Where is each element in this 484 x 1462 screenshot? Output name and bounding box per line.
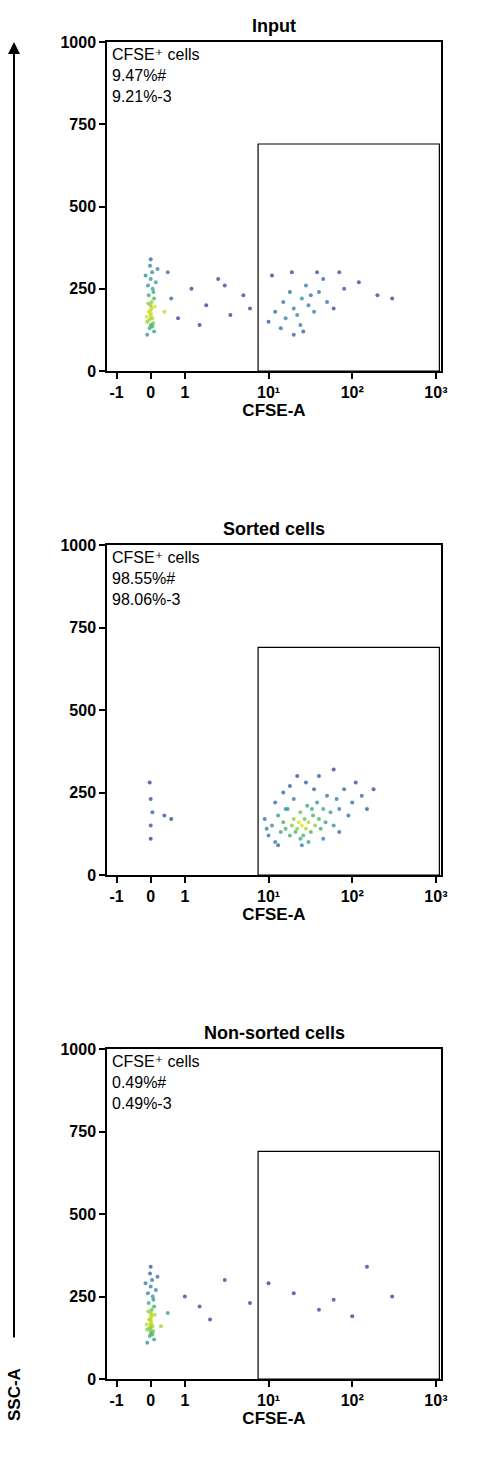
- svg-text:0: 0: [87, 1371, 96, 1388]
- svg-text:0: 0: [87, 867, 96, 884]
- svg-text:1: 1: [180, 1392, 189, 1409]
- svg-text:CFSE⁺ cells9.47%#9.21%-3: CFSE⁺ cells9.47%#9.21%-3: [112, 46, 200, 105]
- svg-text:-1: -1: [109, 384, 123, 401]
- svg-text:1000: 1000: [60, 34, 96, 51]
- svg-text:-1: -1: [109, 888, 123, 905]
- svg-text:10²: 10²: [341, 888, 364, 905]
- svg-text:Input: Input: [252, 16, 296, 36]
- svg-text:750: 750: [69, 1123, 96, 1140]
- svg-text:SSC-A: SSC-A: [5, 1368, 24, 1421]
- svg-text:500: 500: [69, 198, 96, 215]
- svg-text:10²: 10²: [341, 1392, 364, 1409]
- svg-text:0: 0: [87, 363, 96, 380]
- svg-text:Non-sorted cells: Non-sorted cells: [204, 1023, 345, 1043]
- svg-text:CFSE⁺ cells98.55%#98.06%-3: CFSE⁺ cells98.55%#98.06%-3: [112, 549, 200, 608]
- svg-text:0: 0: [146, 888, 155, 905]
- svg-text:1000: 1000: [60, 537, 96, 554]
- svg-text:0: 0: [146, 1392, 155, 1409]
- svg-text:10²: 10²: [341, 384, 364, 401]
- svg-text:500: 500: [69, 1206, 96, 1223]
- svg-text:10¹: 10¹: [257, 888, 280, 905]
- svg-text:Sorted cells: Sorted cells: [223, 519, 325, 539]
- svg-text:1000: 1000: [60, 1041, 96, 1058]
- svg-text:250: 250: [69, 280, 96, 297]
- svg-text:CFSE-A: CFSE-A: [242, 905, 305, 924]
- svg-text:750: 750: [69, 619, 96, 636]
- svg-text:CFSE-A: CFSE-A: [242, 1409, 305, 1428]
- svg-text:1: 1: [180, 384, 189, 401]
- svg-text:10³: 10³: [424, 888, 447, 905]
- svg-text:CFSE⁺ cells0.49%#0.49%-3: CFSE⁺ cells0.49%#0.49%-3: [112, 1053, 200, 1112]
- svg-text:0: 0: [146, 384, 155, 401]
- svg-text:-1: -1: [109, 1392, 123, 1409]
- svg-text:250: 250: [69, 784, 96, 801]
- svg-text:10³: 10³: [424, 384, 447, 401]
- svg-text:10¹: 10¹: [257, 384, 280, 401]
- svg-text:10¹: 10¹: [257, 1392, 280, 1409]
- svg-text:500: 500: [69, 702, 96, 719]
- svg-text:250: 250: [69, 1288, 96, 1305]
- svg-text:10³: 10³: [424, 1392, 447, 1409]
- svg-text:CFSE-A: CFSE-A: [242, 401, 305, 420]
- svg-text:1: 1: [180, 888, 189, 905]
- svg-text:750: 750: [69, 116, 96, 133]
